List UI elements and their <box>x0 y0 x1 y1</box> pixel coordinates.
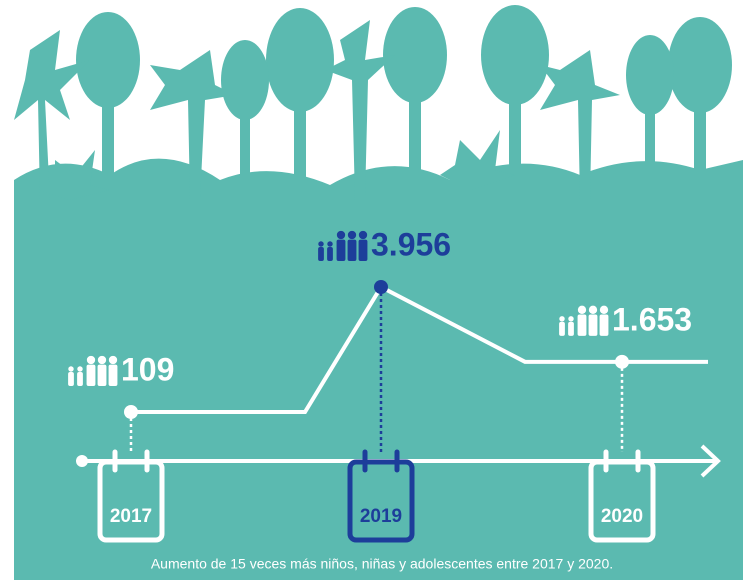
person-body <box>559 322 565 336</box>
person-body <box>359 240 368 261</box>
person-head <box>77 366 82 371</box>
person-head <box>568 316 573 321</box>
person-body <box>337 240 346 261</box>
year-label: 2017 <box>110 506 152 527</box>
person-head <box>359 231 367 239</box>
person-body <box>98 365 107 386</box>
person-head <box>337 231 345 239</box>
data-point <box>374 280 388 294</box>
value-label: 1.653 <box>612 301 692 337</box>
person-head <box>318 241 323 246</box>
person-body <box>327 247 333 261</box>
person-body <box>589 315 598 336</box>
value-label: 109 <box>121 351 174 387</box>
person-head <box>98 356 106 364</box>
data-point <box>124 405 138 419</box>
person-head <box>109 356 117 364</box>
person-head <box>578 306 586 314</box>
person-body <box>568 322 574 336</box>
caption: Aumento de 15 veces más niños, niñas y a… <box>151 556 613 572</box>
person-head <box>68 366 73 371</box>
person-head <box>559 316 564 321</box>
person-head <box>327 241 332 246</box>
value-label: 3.956 <box>371 226 451 262</box>
year-label: 2019 <box>360 506 402 527</box>
person-head <box>589 306 597 314</box>
data-point <box>615 355 629 369</box>
person-body <box>578 315 587 336</box>
person-body <box>318 247 324 261</box>
timeline-start <box>76 455 88 467</box>
person-head <box>600 306 608 314</box>
person-body <box>77 372 83 386</box>
year-label: 2020 <box>601 506 643 527</box>
person-body <box>600 315 609 336</box>
person-body <box>68 372 74 386</box>
person-body <box>109 365 118 386</box>
calendar <box>350 462 412 540</box>
person-head <box>87 356 95 364</box>
person-body <box>87 365 96 386</box>
infographic: Aumento de 15 veces más niños, niñas y a… <box>0 0 743 580</box>
person-body <box>348 240 357 261</box>
person-head <box>348 231 356 239</box>
